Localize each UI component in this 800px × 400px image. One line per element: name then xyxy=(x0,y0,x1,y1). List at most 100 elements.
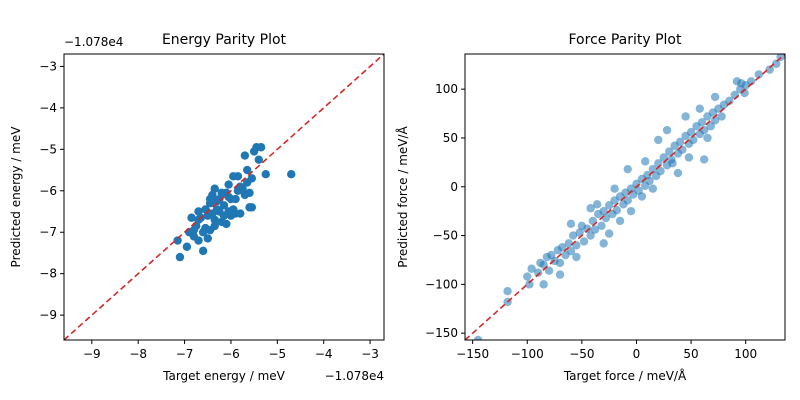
data-point xyxy=(229,172,238,181)
data-point xyxy=(648,184,658,193)
data-point xyxy=(710,92,720,102)
data-point xyxy=(572,252,581,262)
data-point xyxy=(615,216,625,226)
data-point xyxy=(697,118,707,127)
data-point xyxy=(245,188,254,198)
chart-title: Energy Parity Plot xyxy=(162,32,287,48)
data-point xyxy=(626,206,636,216)
data-point xyxy=(247,203,257,212)
data-point xyxy=(205,194,215,204)
data-point xyxy=(686,127,696,137)
data-point xyxy=(568,231,578,240)
data-point xyxy=(217,188,226,198)
data-point xyxy=(256,143,266,152)
data-points xyxy=(64,54,384,340)
data-point xyxy=(242,178,252,187)
data-point xyxy=(240,151,250,160)
y-tick-label: −7 xyxy=(39,225,57,239)
chart-title: Force Parity Plot xyxy=(569,32,682,48)
data-point xyxy=(665,147,674,156)
x-tick-label: −150 xyxy=(456,347,489,361)
data-point xyxy=(523,272,532,281)
x-offset-text: −1.078e4 xyxy=(325,369,384,383)
x-tick-label: −8 xyxy=(129,347,147,361)
x-tick-label: −50 xyxy=(569,347,594,361)
data-point xyxy=(599,239,608,248)
data-point xyxy=(198,228,208,237)
y-tick-label: 50 xyxy=(443,131,458,145)
data-point xyxy=(765,65,774,74)
data-point xyxy=(673,168,683,178)
x-tick-label: −5 xyxy=(268,347,286,361)
force-parity-plot: −150 −100 −50 0 50 100 −150 −100 −50 0 50 100 Force … xyxy=(395,32,786,383)
data-point xyxy=(592,200,602,209)
x-tick-label: −9 xyxy=(83,347,101,361)
data-point xyxy=(210,221,219,231)
x-tick-label: −6 xyxy=(222,347,240,361)
data-point xyxy=(604,201,614,210)
y-tick-label: −4 xyxy=(39,101,57,115)
data-point xyxy=(681,112,690,121)
data-point xyxy=(198,246,208,256)
data-point xyxy=(555,270,565,279)
data-point xyxy=(599,206,608,216)
y-tick-label: 0 xyxy=(450,180,458,194)
data-point xyxy=(203,234,212,243)
data-point xyxy=(590,225,600,234)
data-point xyxy=(695,104,705,113)
y-tick-label: −150 xyxy=(425,326,458,340)
x-tick-label: −7 xyxy=(176,347,194,361)
data-point xyxy=(242,165,252,175)
data-point xyxy=(564,239,573,248)
data-point xyxy=(623,164,632,174)
data-point xyxy=(527,264,536,273)
data-point xyxy=(648,164,658,174)
y-tick-label: −9 xyxy=(39,308,57,322)
data-point xyxy=(706,122,715,131)
data-point xyxy=(637,192,647,201)
data-point xyxy=(645,176,654,186)
data-point xyxy=(194,207,203,216)
data-point xyxy=(623,196,632,205)
data-point xyxy=(754,70,763,79)
data-point xyxy=(287,170,296,179)
y-offset-text: −1.078e4 xyxy=(64,35,123,49)
data-point xyxy=(219,211,229,220)
x-axis-label: Target energy / meV xyxy=(162,369,285,383)
data-point xyxy=(222,219,231,229)
y-axis-label: Predicted force / meV/Å xyxy=(395,125,410,267)
data-point xyxy=(662,125,672,135)
data-point xyxy=(175,252,185,262)
data-point xyxy=(772,59,781,68)
y-tick-label: −100 xyxy=(425,277,458,291)
data-point xyxy=(583,224,592,233)
energy-parity-plot: −9 −8 −7 −6 −5 −4 −3 −9 −8 −7 −6 −5 −4 −3 Energy Parit… xyxy=(9,32,385,383)
data-point xyxy=(533,268,543,277)
y-axis-label: Predicted energy / meV xyxy=(9,126,23,268)
data-point xyxy=(612,205,622,215)
data-point xyxy=(654,135,663,145)
x-axis-label: Target force / meV/Å xyxy=(563,368,687,383)
data-point xyxy=(641,157,650,166)
x-tick-label: −100 xyxy=(511,347,544,361)
axes-frame xyxy=(464,53,786,341)
data-point xyxy=(656,166,665,176)
data-points xyxy=(465,54,785,340)
y-tick-label: 100 xyxy=(435,82,458,96)
data-point xyxy=(610,184,619,193)
x-tick-label: 100 xyxy=(734,347,757,361)
y-tick-label: −5 xyxy=(39,142,57,156)
y-tick-label: −6 xyxy=(39,184,57,198)
parity-line xyxy=(64,54,384,340)
y-tick-label: −50 xyxy=(433,229,458,243)
data-point xyxy=(503,286,512,296)
data-point xyxy=(208,209,217,218)
data-point xyxy=(675,137,685,147)
data-point xyxy=(579,237,589,246)
data-point xyxy=(210,184,219,193)
data-point xyxy=(187,213,196,222)
data-point xyxy=(604,229,614,238)
data-point xyxy=(597,221,606,230)
data-point xyxy=(703,133,712,143)
data-point xyxy=(555,258,565,268)
